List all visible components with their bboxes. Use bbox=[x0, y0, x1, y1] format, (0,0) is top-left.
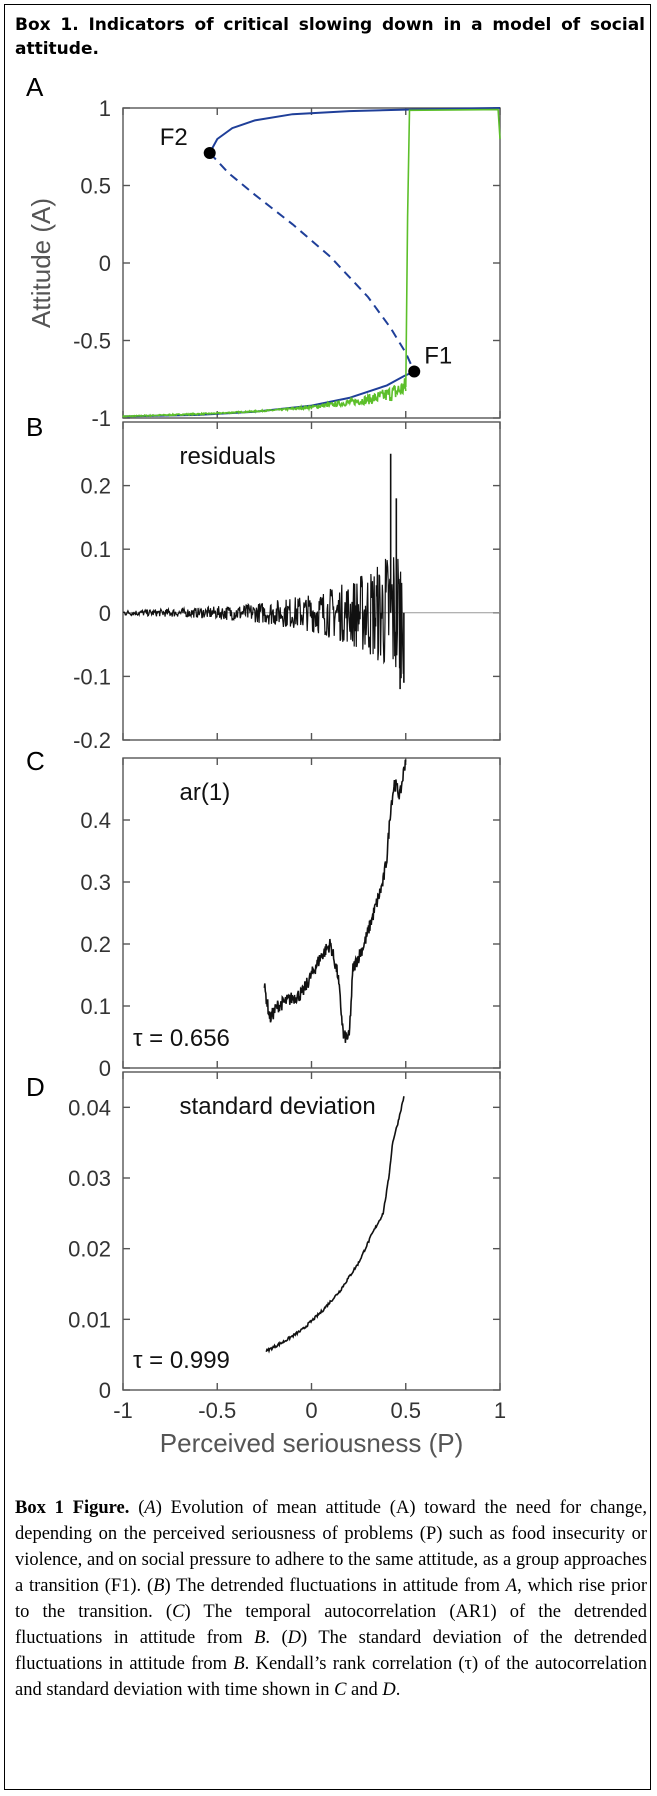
y-tick-label: -1 bbox=[91, 406, 111, 431]
panel-title: residuals bbox=[180, 443, 276, 470]
caption-segment: ) The standard deviation of the detrende… bbox=[15, 1628, 647, 1674]
fold-point-label: F2 bbox=[160, 124, 188, 151]
x-tick-label: 0 bbox=[305, 1398, 317, 1423]
caption-segment: and bbox=[346, 1680, 383, 1700]
caption-segment: , which rise prior to the transition. ( bbox=[15, 1576, 647, 1622]
caption-segment: B bbox=[233, 1654, 245, 1674]
figure-box: Box 1. Indicators of critical slowing do… bbox=[4, 4, 651, 1790]
panel-letter: C bbox=[26, 746, 45, 776]
y-tick-label: 0.2 bbox=[80, 932, 111, 957]
caption-segment: C bbox=[172, 1602, 185, 1622]
y-tick-label: 1 bbox=[99, 96, 111, 121]
tau-annotation: τ = 0.656 bbox=[133, 1025, 230, 1052]
y-tick-label: 0.04 bbox=[68, 1095, 111, 1120]
tau-annotation: τ = 0.999 bbox=[133, 1347, 230, 1374]
figure-caption: Box 1 Figure. (A) Evolution of mean atti… bbox=[15, 1495, 647, 1703]
y-tick-label: 0.1 bbox=[80, 537, 111, 562]
y-tick-label: -0.2 bbox=[73, 728, 111, 753]
y-tick-label: 0 bbox=[99, 1378, 111, 1403]
y-axis-label: Attitude (A) bbox=[26, 198, 56, 328]
series-line-solid bbox=[208, 107, 501, 154]
y-tick-label: 0.1 bbox=[80, 994, 111, 1019]
x-tick-label: -0.5 bbox=[198, 1398, 236, 1423]
fold-point-label: F1 bbox=[424, 343, 452, 370]
y-tick-label: 0.3 bbox=[80, 870, 111, 895]
caption-segment: . bbox=[395, 1680, 401, 1700]
panel-C: C 0.4 0.3 0.2 0.1 0 ar(1) τ = 0.656 bbox=[26, 746, 501, 1081]
caption-label: Box 1 Figure. bbox=[15, 1498, 130, 1518]
y-tick-label: 0 bbox=[99, 251, 111, 276]
x-tick-label: -1 bbox=[113, 1398, 133, 1423]
series-line-dashed bbox=[208, 152, 416, 372]
caption-segment: ) Evolution of mean attitude (A) toward … bbox=[15, 1498, 647, 1596]
y-tick-label: 0.4 bbox=[80, 808, 111, 833]
sd-series bbox=[265, 1096, 405, 1354]
y-tick-label: 0.2 bbox=[80, 474, 111, 499]
caption-segment: C bbox=[334, 1680, 347, 1700]
caption-segment: . ( bbox=[265, 1628, 288, 1648]
x-tick-label: 0.5 bbox=[390, 1398, 421, 1423]
panel-title: standard deviation bbox=[180, 1093, 376, 1120]
y-tick-label: 0.03 bbox=[68, 1166, 111, 1191]
panel-letter: A bbox=[26, 72, 44, 102]
panel-B: B 0.2 0.1 0 -0.1 -0.2 residuals bbox=[26, 412, 501, 753]
caption-segment: B bbox=[254, 1628, 266, 1648]
panel-letter: D bbox=[26, 1072, 45, 1102]
panel-title: ar(1) bbox=[180, 779, 231, 806]
panel-letter: B bbox=[26, 412, 43, 442]
ar1-series bbox=[263, 759, 407, 1043]
x-axis-label: Perceived seriousness (P) bbox=[160, 1428, 463, 1458]
y-tick-label: 0.01 bbox=[68, 1307, 111, 1332]
x-tick-label: 1 bbox=[494, 1398, 506, 1423]
panel-A: A 1 0.5 0 -0.5 -1 Attitude (A) F2 F1 bbox=[26, 72, 501, 431]
series-line-noisy bbox=[122, 378, 407, 419]
y-tick-label: 0 bbox=[99, 601, 111, 626]
y-tick-label: -0.5 bbox=[73, 329, 111, 354]
caption-segment: ( bbox=[129, 1498, 145, 1518]
caption-segment: B bbox=[153, 1576, 165, 1596]
plot-frame bbox=[122, 107, 501, 419]
caption-segment: A bbox=[505, 1576, 518, 1596]
caption-segment: A bbox=[144, 1498, 156, 1518]
y-tick-label: 0 bbox=[99, 1056, 111, 1081]
caption-segment: ) The temporal autocorrelation (AR1) of … bbox=[15, 1602, 647, 1648]
y-tick-label: 0.02 bbox=[68, 1237, 111, 1262]
y-tick-label: 0.5 bbox=[80, 174, 111, 199]
caption-body: (A) Evolution of mean attitude (A) towar… bbox=[15, 1498, 647, 1700]
caption-segment: D bbox=[287, 1628, 302, 1648]
residuals-series bbox=[122, 557, 405, 679]
caption-segment: . Kendall’s rank correlation (τ) of the … bbox=[15, 1654, 647, 1700]
series-line-solid bbox=[405, 108, 501, 388]
box-title: Box 1. Indicators of critical slowing do… bbox=[15, 15, 645, 59]
caption-segment: ) The detrended fluctuations in attitude… bbox=[164, 1576, 506, 1596]
fold-point bbox=[203, 146, 216, 159]
caption-segment: D bbox=[382, 1680, 396, 1700]
y-tick-label: -0.1 bbox=[73, 664, 111, 689]
fold-point bbox=[408, 365, 421, 378]
